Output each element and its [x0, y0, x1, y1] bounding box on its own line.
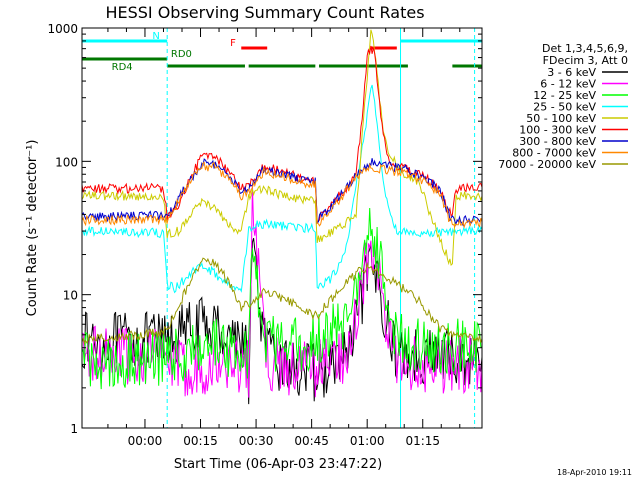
- legend-entry-label: 800 - 7000 keV: [512, 147, 596, 160]
- legend-entry-label: 12 - 25 keV: [533, 89, 596, 102]
- legend: Det 1,3,4,5,6,9,FDecim 3, Att 03 - 6 keV…: [498, 42, 628, 171]
- state-label-n: N: [152, 31, 159, 42]
- x-tick-label: 00:45: [294, 434, 329, 448]
- x-axis-label: Start Time (06-Apr-03 23:47:22): [174, 457, 382, 472]
- y-tick-label: 1: [70, 422, 78, 436]
- series-line: [81, 161, 483, 229]
- legend-entry-label: 300 - 800 keV: [519, 135, 596, 148]
- y-tick-label: 1000: [47, 22, 78, 36]
- legend-entry-label: 3 - 6 keV: [547, 66, 596, 79]
- series-line: [81, 207, 483, 390]
- state-label-rd0: RD0: [171, 49, 192, 60]
- y-tick-label: 10: [63, 289, 78, 303]
- x-tick-label: 00:00: [128, 434, 163, 448]
- series-line: [81, 257, 483, 345]
- legend-entry-label: 7000 - 20000 keV: [498, 158, 596, 171]
- series-line: [81, 158, 483, 227]
- legend-entry-label: 6 - 12 keV: [540, 78, 596, 91]
- legend-entry-label: 25 - 50 keV: [533, 101, 596, 114]
- state-bars: N F RD0 RD4: [82, 31, 482, 73]
- legend-header: Det 1,3,4,5,6,9,: [542, 42, 628, 55]
- legend-entry-label: 100 - 300 keV: [519, 124, 596, 137]
- state-label-rd4: RD4: [112, 62, 133, 73]
- series-line: [81, 29, 483, 266]
- x-tick-label: 00:30: [239, 434, 274, 448]
- axes: 00:00 00:15 00:30 00:45 01:00 01:15 1 10 100 1000: [47, 22, 483, 448]
- x-tick-label: 01:00: [350, 434, 385, 448]
- plot-frame: [81, 27, 483, 429]
- x-tick-label: 00:15: [183, 434, 218, 448]
- y-tick-label: 100: [55, 155, 78, 169]
- state-label-f: F: [230, 38, 236, 49]
- series-line: [81, 84, 483, 294]
- series-lines: [81, 29, 483, 405]
- chart-title: HESSI Observing Summary Count Rates: [105, 3, 424, 22]
- legend-header: FDecim 3, Att 0: [543, 54, 628, 67]
- x-tick-label: 01:15: [405, 434, 440, 448]
- y-axis-label: Count Rate (s⁻¹ detector⁻¹): [25, 140, 40, 317]
- legend-entry-label: 50 - 100 keV: [526, 112, 596, 125]
- footer-date: 18-Apr-2010 19:11: [557, 468, 632, 477]
